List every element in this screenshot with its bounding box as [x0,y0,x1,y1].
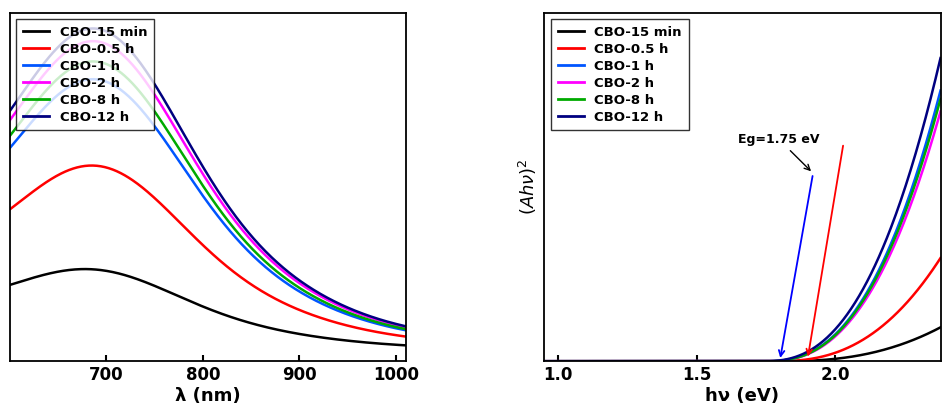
Y-axis label: $(Ah\nu)^2$: $(Ah\nu)^2$ [517,158,539,215]
X-axis label: hν (eV): hν (eV) [706,387,779,405]
Legend: CBO-15 min, CBO-0.5 h, CBO-1 h, CBO-2 h, CBO-8 h, CBO-12 h: CBO-15 min, CBO-0.5 h, CBO-1 h, CBO-2 h,… [551,19,689,130]
Legend: CBO-15 min, CBO-0.5 h, CBO-1 h, CBO-2 h, CBO-8 h, CBO-12 h: CBO-15 min, CBO-0.5 h, CBO-1 h, CBO-2 h,… [16,19,154,130]
X-axis label: λ (nm): λ (nm) [175,387,240,405]
Text: Eg=1.75 eV: Eg=1.75 eV [738,133,820,170]
